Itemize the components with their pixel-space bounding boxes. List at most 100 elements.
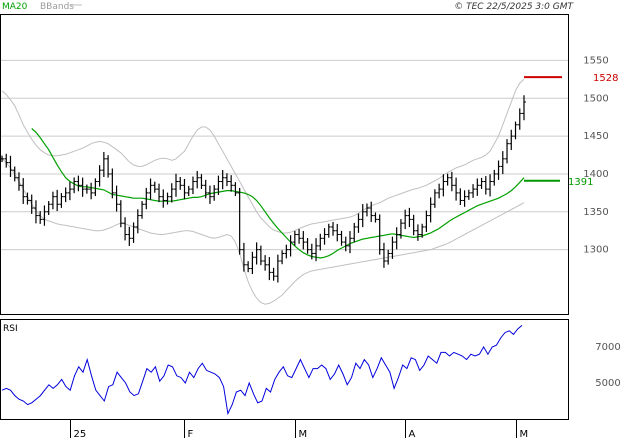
price-bar bbox=[496, 160, 501, 180]
price-bar bbox=[50, 191, 55, 210]
price-bar bbox=[305, 238, 310, 254]
price-bar bbox=[258, 245, 263, 266]
price-bar bbox=[169, 183, 174, 203]
price-bar bbox=[42, 205, 47, 226]
price-bar bbox=[381, 242, 386, 268]
price-bar bbox=[437, 183, 442, 199]
price-bar bbox=[63, 187, 68, 203]
price-bar bbox=[292, 230, 297, 246]
price-bar bbox=[369, 201, 374, 222]
price-bar bbox=[411, 214, 416, 236]
price-bar bbox=[280, 250, 285, 265]
price-bar bbox=[59, 193, 64, 208]
price-bar bbox=[84, 184, 89, 194]
timestamp: © TEC 22/5/2025 3:0 GMT bbox=[454, 2, 574, 12]
price-bar bbox=[0, 155, 4, 163]
price-bar bbox=[500, 151, 505, 175]
price-bar bbox=[16, 172, 21, 191]
price-bar bbox=[522, 95, 526, 121]
rsi-line bbox=[1, 325, 523, 416]
price-bar bbox=[415, 224, 420, 241]
price-bar bbox=[403, 209, 408, 230]
legend-bbands: BBands bbox=[40, 2, 74, 12]
x-tick-label: F bbox=[188, 429, 194, 440]
price-bar bbox=[331, 221, 336, 236]
price-grid bbox=[1, 59, 568, 251]
price-bar bbox=[471, 184, 476, 198]
price-bar bbox=[364, 203, 369, 217]
price-y-tick: 1400 bbox=[583, 169, 608, 180]
rsi-title: RSI bbox=[3, 324, 18, 334]
price-y-tick: 1350 bbox=[583, 207, 608, 218]
price-bar bbox=[428, 197, 433, 223]
price-bar bbox=[348, 231, 352, 254]
price-bar bbox=[174, 173, 178, 197]
x-tick-label: A bbox=[409, 429, 416, 440]
price-bar bbox=[12, 166, 17, 182]
price-bar bbox=[492, 169, 497, 186]
price-bar bbox=[76, 175, 81, 192]
price-bar bbox=[343, 236, 348, 252]
x-tick-label: M bbox=[520, 429, 529, 440]
rsi-y-axis: 7000 5000 bbox=[595, 342, 620, 389]
price-bar bbox=[318, 233, 323, 251]
legend-ma20: MA20 bbox=[2, 2, 28, 12]
price-bar bbox=[224, 173, 229, 187]
price-bar bbox=[267, 257, 272, 281]
price-bar bbox=[186, 185, 191, 197]
price-bar bbox=[110, 168, 115, 199]
price-bar bbox=[246, 261, 251, 273]
price-bar bbox=[97, 165, 102, 187]
price-y-tick: 1550 bbox=[583, 55, 608, 66]
price-bar bbox=[488, 174, 493, 197]
price-bar bbox=[190, 176, 195, 195]
x-tick-label: 25 bbox=[74, 429, 87, 440]
price-bar bbox=[309, 243, 314, 260]
price-bar bbox=[161, 189, 166, 208]
price-bar bbox=[106, 155, 111, 178]
level-label-1528: 1528 bbox=[593, 73, 618, 84]
price-bar bbox=[360, 204, 365, 228]
price-bar bbox=[157, 183, 162, 203]
price-bar bbox=[195, 170, 200, 189]
price-bar bbox=[135, 209, 140, 234]
price-bar bbox=[182, 178, 187, 200]
price-bar bbox=[220, 170, 225, 190]
price-bar bbox=[420, 223, 425, 238]
price-bar bbox=[462, 190, 467, 207]
price-bar bbox=[509, 129, 514, 151]
rsi-y-tick: 5000 bbox=[595, 378, 620, 389]
price-bar bbox=[407, 207, 412, 228]
price-bar bbox=[288, 235, 293, 257]
price-bar bbox=[67, 181, 72, 201]
price-bar bbox=[271, 267, 276, 281]
price-bar bbox=[25, 192, 30, 205]
x-axis: 25 F M A M bbox=[70, 419, 529, 440]
price-bar bbox=[322, 228, 327, 245]
price-bar bbox=[377, 214, 382, 255]
price-bar bbox=[33, 200, 38, 224]
price-bar bbox=[297, 229, 302, 244]
price-bar bbox=[373, 212, 378, 223]
price-bar bbox=[335, 223, 340, 242]
price-bar bbox=[479, 177, 484, 189]
price-bar bbox=[250, 251, 255, 275]
price-bar bbox=[127, 226, 132, 247]
price-bar bbox=[352, 222, 357, 243]
price-bar bbox=[314, 238, 319, 262]
price-bar bbox=[203, 179, 208, 199]
price-bar bbox=[356, 213, 361, 233]
price-bar bbox=[114, 185, 119, 212]
price-bar bbox=[449, 171, 454, 192]
price-bar bbox=[454, 177, 459, 201]
price-y-tick: 1300 bbox=[583, 245, 608, 256]
price-bar bbox=[326, 223, 331, 238]
price-y-axis: 1550 1500 1450 1400 1350 1300 bbox=[583, 55, 608, 255]
price-bar bbox=[93, 178, 98, 197]
price-bar bbox=[72, 177, 77, 194]
rsi-panel: RSI 7000 5000 bbox=[0, 319, 621, 420]
price-y-tick: 1500 bbox=[583, 93, 608, 104]
price-bars bbox=[0, 95, 526, 283]
